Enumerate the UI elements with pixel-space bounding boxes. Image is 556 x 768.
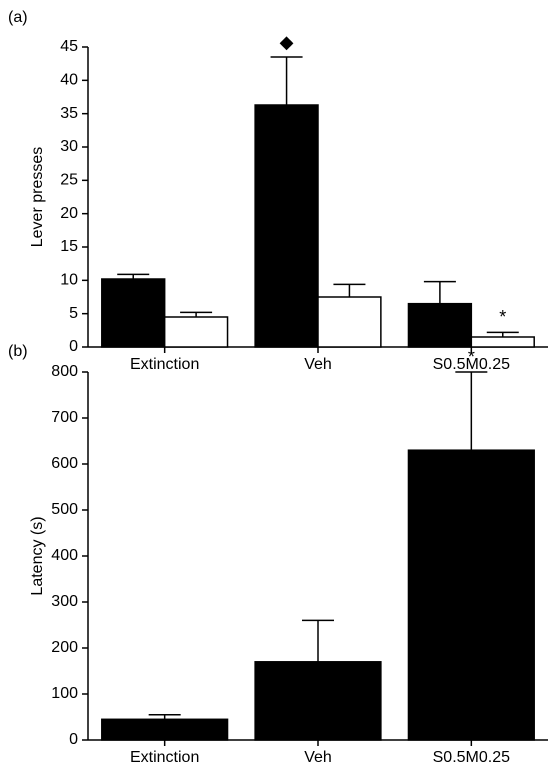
x-tick-label: Veh [304,356,332,373]
y-tick-label: 600 [51,455,78,472]
x-tick-label: Extinction [130,356,199,373]
y-tick-label: 700 [51,409,78,426]
annotation: * [468,347,475,367]
bar [317,296,382,348]
y-tick-label: 800 [51,363,78,380]
bar [101,718,229,741]
x-tick-label: S0.5M0.25 [433,749,510,766]
annotation: ◆ [280,32,294,52]
y-tick-label: 300 [51,593,78,610]
bar [101,278,166,348]
y-tick-label: 5 [69,305,78,322]
x-tick-label: Extinction [130,749,199,766]
y-tick-label: 0 [69,338,78,355]
y-axis-label: Latency (s) [29,516,46,595]
y-tick-label: 30 [60,138,78,155]
x-tick-label: Veh [304,749,332,766]
y-tick-label: 35 [60,105,78,122]
x-tick-label: S0.5M0.25 [433,356,510,373]
y-tick-label: 100 [51,685,78,702]
y-tick-label: 10 [60,272,78,289]
y-tick-label: 400 [51,547,78,564]
bar [470,336,535,348]
bar [407,302,473,348]
y-tick-label: 25 [60,172,78,189]
y-tick-label: 20 [60,205,78,222]
y-tick-label: 500 [51,501,78,518]
panel-label: (a) [8,9,28,26]
y-tick-label: 40 [60,72,78,89]
annotation: * [499,307,506,327]
y-tick-label: 0 [69,731,78,748]
panel-label: (b) [8,343,28,360]
bar [254,104,319,348]
y-tick-label: 15 [60,238,78,255]
y-axis-label: Lever presses [29,147,46,248]
y-tick-label: 45 [60,38,78,55]
bar [163,316,229,348]
y-tick-label: 200 [51,639,78,656]
bar [254,661,382,741]
bar [407,449,535,741]
